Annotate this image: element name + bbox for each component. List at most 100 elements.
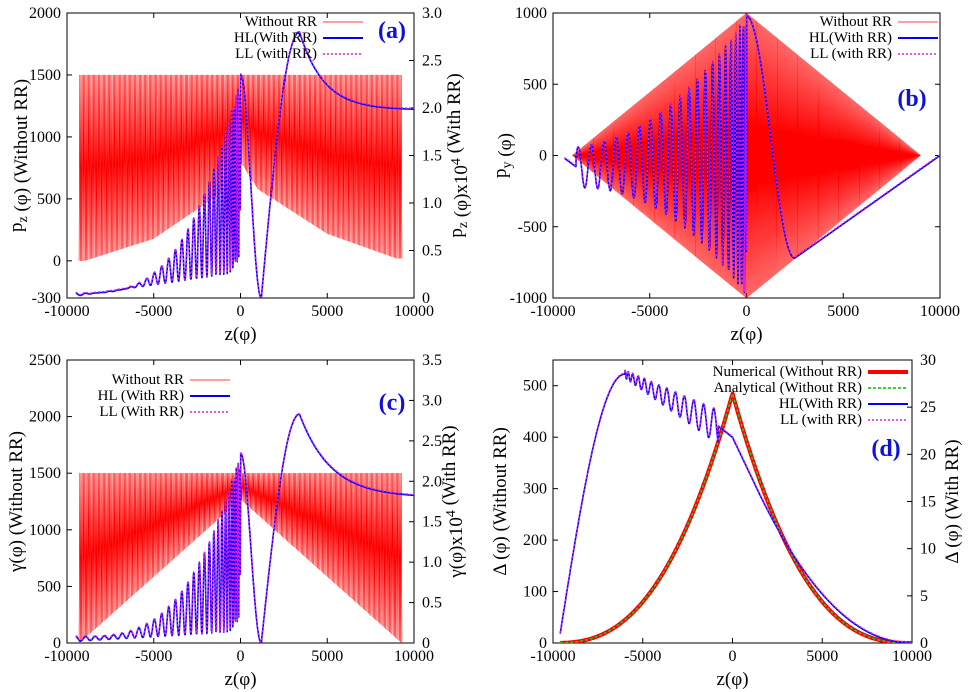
x-axis-label: z(φ) [224, 324, 256, 345]
x-tick-label: 10000 [920, 303, 960, 320]
y-tick-label: 0 [53, 635, 61, 652]
y2-tick-label: 1.0 [422, 195, 442, 212]
y-tick-label: 1500 [29, 67, 61, 84]
y-tick-label: 2000 [29, 409, 61, 426]
series-ll [564, 14, 940, 293]
legend-entry-2: LL (with RR) [810, 46, 892, 62]
y-tick-label: -1000 [510, 290, 547, 307]
y-tick-label: 500 [37, 191, 61, 208]
y2-tick-label: 0.5 [422, 243, 442, 260]
x-tick-label: -10000 [530, 303, 575, 320]
y-tick-label: 1000 [29, 129, 61, 146]
y2-tick-label: 2.0 [422, 100, 442, 117]
y2-tick-label: 25 [920, 399, 936, 416]
panel-label: (d) [871, 436, 900, 462]
panel-b: -10000 -5000 0 5000 10000-1000-50005001000z(… [490, 5, 960, 345]
legend-entry-1: HL(With RR) [809, 30, 892, 46]
plot-area [75, 30, 414, 298]
y2-tick-label: 3.0 [422, 5, 442, 22]
x-tick-label: 0 [729, 648, 737, 665]
y2-tick-label: 2.5 [422, 53, 442, 70]
y-tick-label: 500 [37, 578, 61, 595]
y2-tick-label: 2.0 [422, 473, 442, 490]
x-axis-label: z(φ) [224, 669, 256, 690]
y2-tick-label: 30 [920, 352, 936, 369]
panel-c: -10000 -5000 0 5000 100000500100015002000250… [6, 352, 467, 690]
plot-area [75, 412, 414, 643]
x-tick-label: -10000 [530, 648, 575, 665]
y2-tick-label: 0 [920, 635, 928, 652]
y2-tick-label: 0.5 [422, 595, 442, 612]
y2-tick-label: 0 [422, 290, 430, 307]
plot-area [564, 13, 940, 298]
y2-tick-label: 10 [920, 541, 936, 558]
x-tick-label: -5000 [135, 303, 172, 320]
legend-entry-0: Numerical (Without RR) [713, 364, 862, 380]
x-tick-label: -10000 [44, 303, 89, 320]
y-tick-label: 2500 [29, 352, 61, 369]
y-tick-label: 2000 [29, 5, 61, 22]
legend-entry-1: HL(With RR) [234, 30, 317, 46]
legend-entry-0: Without RR [112, 372, 184, 388]
y2-tick-label: 0 [422, 635, 430, 652]
legend-entry-1: Analytical (Without RR) [713, 380, 862, 396]
legend-entry-0: Without RR [820, 14, 892, 30]
y-tick-label: 0 [539, 635, 547, 652]
y-tick-label: -300 [32, 290, 61, 307]
x-axis-label: z(φ) [730, 324, 762, 345]
y2-tick-label: 5 [920, 588, 928, 605]
panel-label: (b) [897, 86, 926, 112]
plot-area [559, 369, 912, 643]
y-tick-label: 1500 [29, 465, 61, 482]
x-tick-label: 5000 [311, 648, 343, 665]
y2-tick-label: 3.0 [422, 392, 442, 409]
x-tick-label: 10000 [892, 648, 932, 665]
y-tick-label: -500 [518, 219, 547, 236]
y2-tick-label: 1.0 [422, 554, 442, 571]
y-tick-label: 200 [523, 532, 547, 549]
series-numerical [559, 391, 912, 643]
y-tick-label: 500 [523, 76, 547, 93]
y-tick-label: 500 [523, 378, 547, 395]
x-tick-label: 0 [237, 648, 245, 665]
x-tick-label: 5000 [806, 648, 838, 665]
y-tick-label: 1000 [29, 522, 61, 539]
y-tick-label: 100 [523, 584, 547, 601]
y2-axis-label: Δ (φ) (With RR) [942, 439, 963, 563]
series-analytical [560, 392, 912, 643]
x-tick-label: 10000 [394, 303, 434, 320]
y-tick-label: 400 [523, 429, 547, 446]
y2-tick-label: 2.5 [422, 433, 442, 450]
x-tick-label: 0 [237, 303, 245, 320]
y-axis-label: py (φ) [490, 133, 516, 178]
x-tick-label: -5000 [624, 648, 661, 665]
y2-tick-label: 1.5 [422, 514, 442, 531]
y-tick-label: 300 [523, 481, 547, 498]
panel-label: (c) [379, 390, 406, 416]
series-without-rr [572, 13, 921, 298]
x-tick-label: 0 [743, 303, 751, 320]
y2-tick-label: 3.5 [422, 352, 442, 369]
legend-entry-0: Without RR [245, 14, 317, 30]
panel-a: -10000 -5000 0 5000 10000 -300 0 500 1000 1500 200… [6, 5, 472, 345]
x-tick-label: -5000 [135, 648, 172, 665]
legend-entry-3: LL (with RR) [780, 412, 862, 428]
panel-d: -10000 -5000 0 5000 100000100200300400500051… [490, 352, 963, 690]
legend-entry-2: HL(With RR) [779, 396, 862, 412]
y2-axis-label: γ(φ)x104 (With RR) [439, 425, 467, 578]
y-tick-label: 1000 [515, 5, 547, 22]
y2-tick-label: 20 [920, 446, 936, 463]
x-tick-label: 5000 [311, 303, 343, 320]
series-ll [559, 369, 912, 643]
y-axis-label: pz (φ) (Without RR) [6, 79, 32, 232]
y2-tick-label: 15 [920, 494, 936, 511]
y-tick-label: 0 [539, 148, 547, 165]
x-tick-label: 5000 [827, 303, 859, 320]
y-axis-label: γ(φ) (Without RR) [6, 431, 27, 573]
y2-axis-label: pz (φ)x104 (With RR) [444, 73, 472, 237]
legend-entry-2: LL (with RR) [235, 46, 317, 62]
x-tick-label: -5000 [631, 303, 668, 320]
x-tick-label: 10000 [394, 648, 434, 665]
y-axis-label: Δ (φ) (Without RR) [490, 427, 511, 576]
